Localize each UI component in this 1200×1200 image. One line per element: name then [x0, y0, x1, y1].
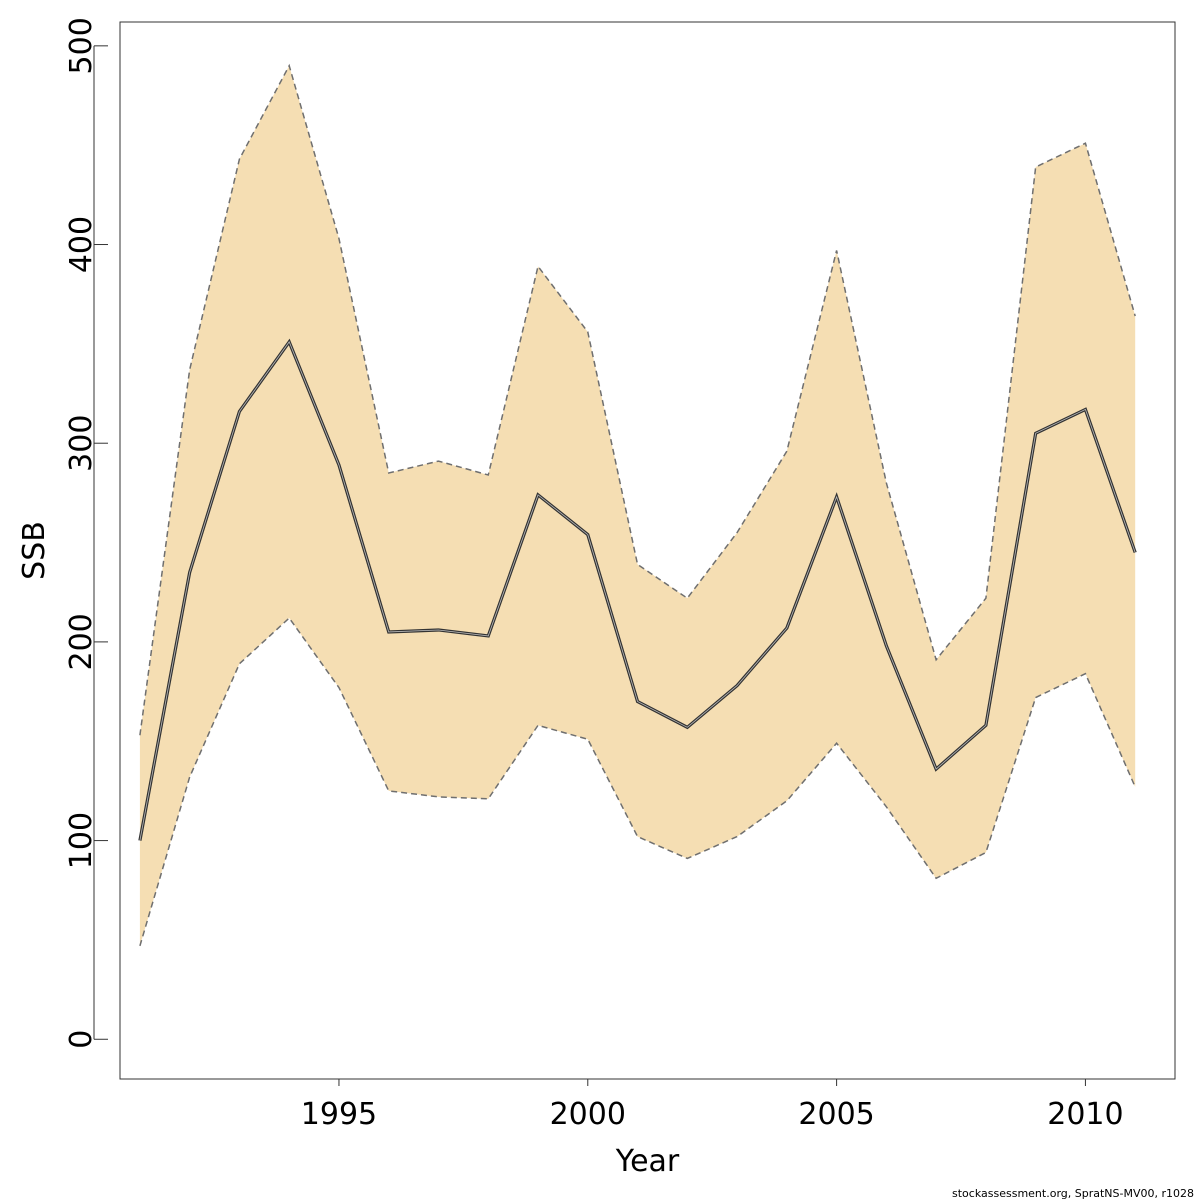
y-axis-title: SSB	[17, 521, 52, 580]
x-tick-label: 2005	[798, 1097, 874, 1132]
lower-bound-line	[139, 616, 1136, 947]
estimate-line-layer	[138, 338, 1137, 841]
y-tick-label: 500	[64, 17, 99, 74]
ssb-estimate-line-highlight	[139, 341, 1136, 841]
confidence-band	[139, 65, 1136, 946]
confidence-band-layer	[139, 63, 1136, 947]
y-tick-label: 300	[64, 415, 99, 472]
x-axis-title: Year	[615, 1144, 680, 1179]
upper-bound-line	[139, 63, 1136, 736]
plot-frame	[119, 21, 1176, 1080]
y-axis: 0 100 200 300 400 500	[64, 17, 108, 1049]
y-tick-label: 400	[64, 216, 99, 273]
y-tick-label: 100	[64, 812, 99, 869]
y-tick-label: 200	[64, 613, 99, 670]
x-tick-label: 2000	[550, 1097, 626, 1132]
source-footer: stockassessment.org, SpratNS-MV00, r1028	[952, 1187, 1194, 1200]
x-tick-label: 1995	[301, 1097, 377, 1132]
y-tick-label: 0	[64, 1030, 99, 1049]
x-axis: 1995 2000 2005 2010	[301, 1079, 1124, 1132]
x-tick-label: 2010	[1047, 1097, 1123, 1132]
